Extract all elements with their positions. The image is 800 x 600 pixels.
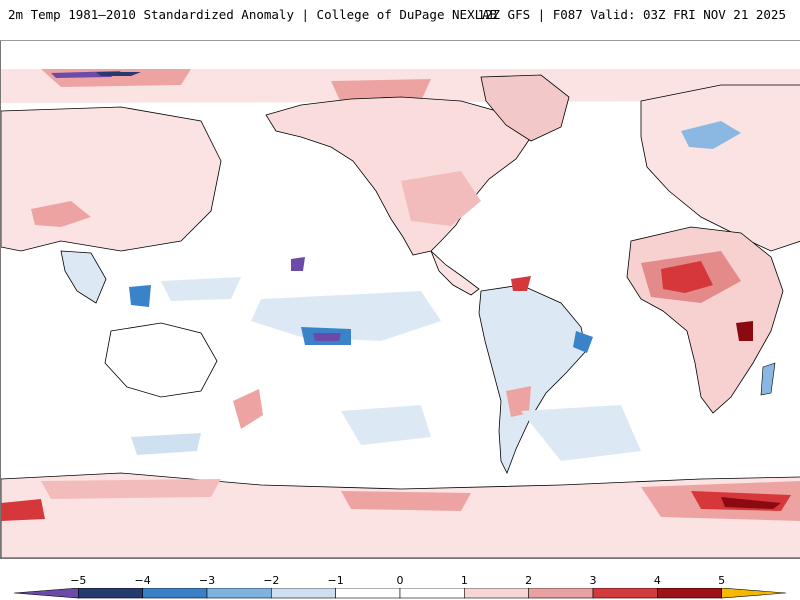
colorbar-tick-label: −1 (327, 574, 344, 587)
colorbar-tick-label: 0 (396, 574, 404, 587)
australia (104, 322, 218, 398)
colorbar-tick-label: −4 (134, 574, 151, 587)
antarctica-warm-west (1, 499, 45, 521)
south-america-warm-spot (506, 386, 531, 417)
se-asia-cool-spot (129, 285, 151, 307)
colorbar-bin (142, 588, 208, 599)
colorbar-tick-label: 5 (718, 574, 726, 587)
colorbar-bin (592, 588, 658, 599)
antarctica-warm-peninsula (341, 491, 471, 511)
asia-left (1, 106, 222, 252)
colorbar-bin (78, 588, 143, 599)
north-pacific-cool (161, 277, 241, 301)
colorbar-bin (335, 588, 401, 599)
anomaly-map (1, 41, 800, 558)
product-title: 2m Temp 1981–2010 Standardized Anomaly |… (8, 7, 498, 22)
indochina (60, 250, 107, 304)
colorbar-tick-label: 2 (525, 574, 533, 587)
colorbar-tick-label: 3 (589, 574, 597, 587)
colorbar-bin (528, 588, 594, 599)
colorbar-bin (206, 588, 272, 599)
pacific-cool-band (251, 291, 441, 341)
antarctica-warm-ross (41, 479, 221, 499)
colorbar-tick-label: −5 (70, 574, 87, 587)
us-warm-core (401, 171, 481, 226)
colorbar-tick-label: −3 (198, 574, 216, 587)
north-america (265, 96, 532, 256)
colorbar-legend: −5 −4 −3 −2 −1 0 1 2 3 4 5 (0, 560, 800, 600)
southern-ocean-cool (131, 433, 201, 455)
south-atlantic-cool (521, 405, 641, 461)
new-zealand-warm (233, 389, 263, 429)
colorbar-bin (464, 588, 529, 599)
south-pacific-cool (341, 405, 431, 445)
colorbar (13, 588, 787, 599)
map-panel[interactable] (0, 41, 800, 559)
colorbar-bin (657, 588, 722, 599)
colorbar-bin (721, 588, 787, 599)
tibet-warm (31, 201, 91, 227)
colorbar-tick-label: 1 (460, 574, 468, 587)
amazon-cool-spot (573, 331, 593, 353)
hawaii-cool-spot (291, 257, 305, 271)
arctic-navy-streak (96, 72, 141, 76)
colorbar-bin (399, 588, 465, 599)
east-africa-hot-spot (736, 321, 753, 341)
sahel-hot-core (661, 261, 713, 293)
madagascar (760, 362, 776, 396)
scandinavia-cool (681, 121, 741, 149)
colorbar-bin (13, 588, 79, 599)
colorbar-bin (271, 588, 336, 599)
model-run-title: 12Z GFS | F087 Valid: 03Z FRI NOV 21 202… (477, 7, 786, 22)
pacific-purple-core (313, 333, 341, 341)
south-america (478, 284, 587, 474)
greenland (480, 74, 570, 142)
caribbean-warm-spot (511, 276, 531, 291)
colorbar-tick-label: −2 (263, 574, 280, 587)
map-header: 2m Temp 1981–2010 Standardized Anomaly |… (0, 0, 800, 41)
antarctica-extreme-core (721, 497, 781, 509)
central-america (430, 250, 480, 296)
colorbar-tick-label: 4 (653, 574, 661, 587)
